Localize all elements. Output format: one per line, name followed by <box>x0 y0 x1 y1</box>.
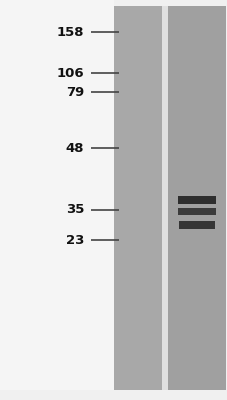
Bar <box>178 221 214 229</box>
Text: 158: 158 <box>57 26 84 39</box>
Text: 79: 79 <box>66 86 84 99</box>
Bar <box>177 208 215 215</box>
Bar <box>161 6 167 390</box>
Text: 23: 23 <box>66 234 84 247</box>
Bar <box>0 0 114 400</box>
Bar <box>177 196 215 204</box>
Bar <box>0 390 227 400</box>
Bar <box>167 6 225 390</box>
Text: 35: 35 <box>66 203 84 216</box>
Text: 48: 48 <box>66 142 84 154</box>
Text: 106: 106 <box>57 67 84 80</box>
Bar <box>114 6 161 390</box>
